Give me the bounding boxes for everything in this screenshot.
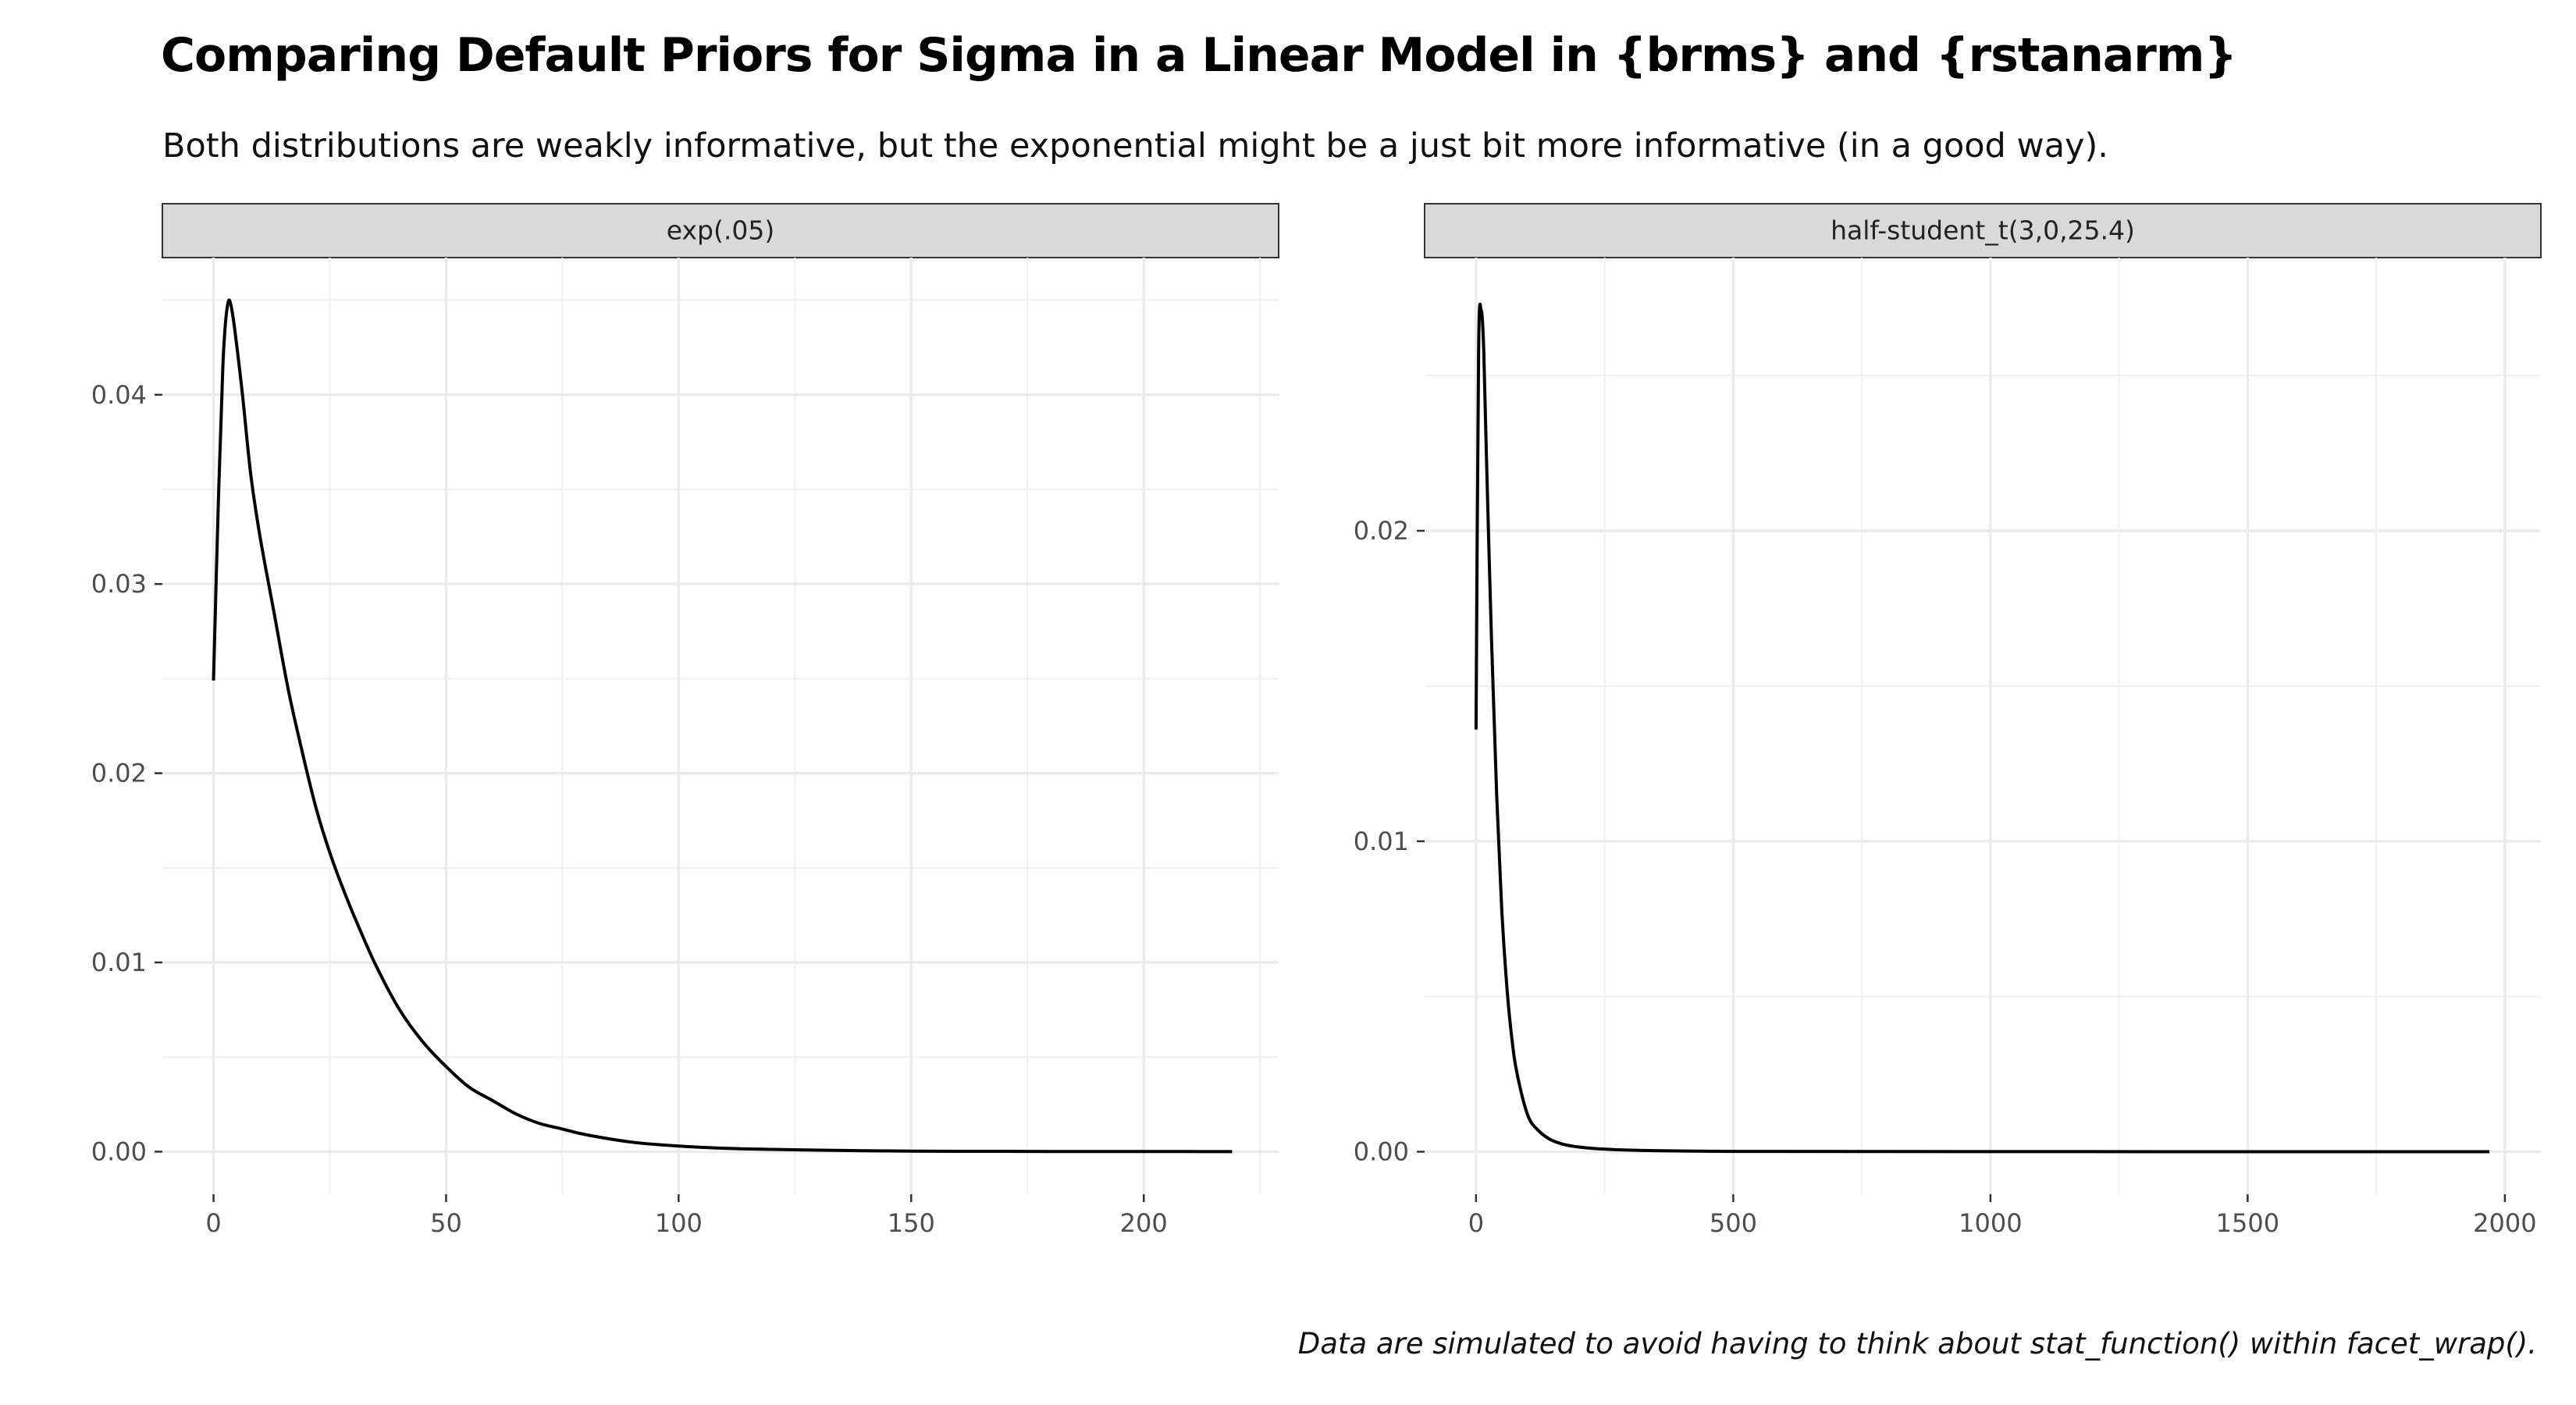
y-tick-label: 0.00 <box>1354 1137 1409 1167</box>
y-tick-label: 0.02 <box>91 759 147 788</box>
x-tick-label: 1500 <box>2216 1208 2279 1238</box>
chart-title: Comparing Default Priors for Sigma in a … <box>161 28 2237 83</box>
x-tick-label: 100 <box>655 1208 703 1238</box>
y-tick-label: 0.03 <box>91 569 147 599</box>
chart-subtitle: Both distributions are weakly informativ… <box>162 126 2108 165</box>
density-line <box>1474 302 2490 1154</box>
x-tick-label: 0 <box>205 1208 221 1238</box>
facet-strip <box>162 203 1279 258</box>
y-tick-label: 0.01 <box>1354 827 1409 856</box>
x-tick-label: 500 <box>1710 1208 1757 1238</box>
density-line <box>212 298 1233 1154</box>
facet-panel-2: half-student_t(3,0,25.4) 0 500 1000 1500 2000… <box>1354 203 2542 1238</box>
facet-strip <box>1424 203 2542 258</box>
x-tick-label: 150 <box>888 1208 935 1238</box>
x-tick-label: 50 <box>430 1208 462 1238</box>
x-tick-label: 0 <box>1468 1208 1484 1238</box>
y-tick-label: 0.00 <box>91 1136 147 1166</box>
x-tick-label: 200 <box>1120 1208 1168 1238</box>
y-tick-label: 0.04 <box>91 380 147 410</box>
x-tick-label: 1000 <box>1959 1208 2022 1238</box>
x-tick-label: 2000 <box>2473 1208 2536 1238</box>
chart-caption: Data are simulated to avoid having to th… <box>1297 1327 2537 1361</box>
y-tick-label: 0.02 <box>1354 516 1409 546</box>
facet-strip-label: exp(.05) <box>667 215 774 246</box>
facet-panel-1: exp(.05) 0 50 100 150 200 0.00 0.01 0.02 0.03 0.04 <box>91 203 1279 1238</box>
facet-strip-label: half-student_t(3,0,25.4) <box>1831 215 2135 246</box>
y-tick-label: 0.01 <box>91 948 147 977</box>
